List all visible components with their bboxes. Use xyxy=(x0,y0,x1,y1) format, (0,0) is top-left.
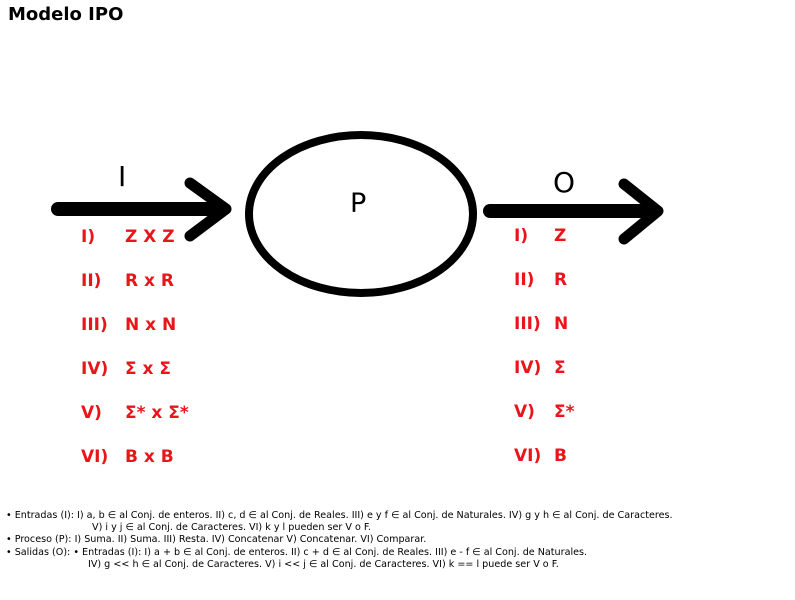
output-item: II) R xyxy=(514,270,575,314)
output-arrow xyxy=(483,178,664,245)
input-item: III) N x N xyxy=(81,315,189,359)
item-number: V) xyxy=(81,403,102,423)
item-number: VI) xyxy=(81,447,109,467)
output-item: VI) B xyxy=(514,446,575,490)
notes: • Entradas (I): I) a, b ∈ al Conj. de en… xyxy=(6,510,792,571)
output-label: O xyxy=(553,166,576,199)
item-value: Σ xyxy=(554,358,566,378)
item-value: N x N xyxy=(125,315,177,335)
input-item: VI) B x B xyxy=(81,447,189,491)
item-number: IV) xyxy=(514,358,542,378)
output-item: IV) Σ xyxy=(514,358,575,402)
item-number: II) xyxy=(81,271,102,291)
input-item: I) Z X Z xyxy=(81,227,189,271)
item-number: III) xyxy=(514,314,541,334)
item-value: Σ x Σ xyxy=(125,359,172,379)
item-number: IV) xyxy=(81,359,109,379)
input-label: I xyxy=(118,160,127,193)
process-label: P xyxy=(350,188,367,219)
input-item: II) R x R xyxy=(81,271,189,315)
output-item: I) Z xyxy=(514,226,575,270)
item-value: B xyxy=(554,446,567,466)
process-circle xyxy=(245,131,477,297)
item-value: R x R xyxy=(125,271,174,291)
item-value: Z xyxy=(554,226,567,246)
item-number: II) xyxy=(514,270,535,290)
item-value: N xyxy=(554,314,569,334)
item-number: V) xyxy=(514,402,535,422)
item-value: B x B xyxy=(125,447,174,467)
notes-entradas-line-1: • Entradas (I): I) a, b ∈ al Conj. de en… xyxy=(6,510,673,521)
item-value: Σ* xyxy=(554,402,575,422)
outputs-list: I) Z II) R III) N IV) Σ V) Σ* VI) B xyxy=(514,226,575,490)
item-value: R xyxy=(554,270,568,290)
notes-proceso: • Proceso (P): I) Suma. II) Suma. III) R… xyxy=(6,534,427,546)
inputs-list: I) Z X Z II) R x R III) N x N IV) Σ x Σ V) Σ* x Σ… xyxy=(81,227,189,491)
item-number: I) xyxy=(514,226,529,246)
input-arrow xyxy=(51,177,232,242)
notes-salidas-line-1: • Salidas (O): • Entradas (I): I) a + b … xyxy=(6,546,588,558)
output-item: III) N xyxy=(514,314,575,358)
notes-entradas-line-2: V) i y j ∈ al Conj. de Caracteres. VI) k… xyxy=(92,522,371,534)
item-value: Z X Z xyxy=(125,227,175,247)
item-number: I) xyxy=(81,227,96,247)
item-number: III) xyxy=(81,315,108,335)
input-item: V) Σ* x Σ* xyxy=(81,403,189,447)
page-title: Modelo IPO xyxy=(8,4,124,25)
output-item: V) Σ* xyxy=(514,402,575,446)
notes-salidas-line-2: IV) g << h ∈ al Conj. de Caracteres. V) … xyxy=(88,558,559,570)
item-value: Σ* x Σ* xyxy=(125,403,189,423)
input-item: IV) Σ x Σ xyxy=(81,359,189,403)
item-number: VI) xyxy=(514,446,542,466)
